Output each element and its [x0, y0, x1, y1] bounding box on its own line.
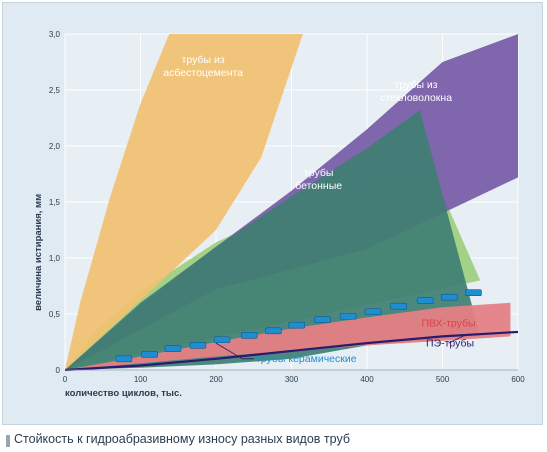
ceramic-pipe-marker [141, 351, 158, 358]
x-tick-label: 600 [511, 375, 525, 384]
ceramic-pipe-marker [314, 316, 331, 323]
label-asbestos-cement: асбестоцемента [163, 67, 243, 79]
ceramic-pipe-marker [390, 302, 408, 310]
y-tick-label: 0 [56, 366, 61, 375]
pe-pipe-line [64, 330, 519, 372]
x-tick-label: 500 [436, 375, 450, 384]
x-tick-label: 200 [209, 375, 223, 384]
ceramic-pipe-marker [164, 345, 182, 353]
y-tick-label: 3,0 [49, 30, 61, 39]
label-fiberglass: стекловолокна [380, 92, 452, 104]
y-tick-label: 1,5 [49, 198, 61, 207]
ceramic-pipe-marker [265, 327, 282, 335]
chart-svg: 0 100 200 300 400 500 600 0 0,5 1,0 1,5 2,0 2,5 3,0 тр… [33, 30, 525, 399]
x-tick-label: 400 [360, 375, 374, 384]
y-tick-label: 1,0 [49, 254, 61, 263]
label-fiberglass: трубы из [395, 79, 438, 91]
label-pe: ПЭ-трубы [426, 337, 474, 349]
y-tick-label: 2,0 [49, 142, 61, 151]
y-axis-title: величина истирания, мм [33, 194, 44, 311]
x-tick-label: 100 [134, 375, 148, 384]
ceramic-pipe-marker [240, 331, 258, 339]
ceramic-pipe-marker [288, 321, 306, 329]
ceramic-leader-line [215, 342, 254, 360]
ceramic-pipe-marker [440, 293, 458, 301]
band-asbestos-cement [65, 34, 303, 370]
band-concrete-dark [65, 110, 481, 370]
pe-leader-line [448, 334, 466, 344]
label-concrete: бетонные [295, 180, 342, 192]
x-tick-label: 0 [63, 375, 68, 384]
ceramic-pipe-marker [416, 297, 434, 304]
x-axis-title: количество циклов, тыс. [65, 388, 182, 399]
band-pvc [65, 302, 511, 370]
ceramic-pipe-marker [364, 308, 382, 316]
ceramic-pipe-marker [465, 289, 482, 297]
y-tick-label: 2,5 [49, 86, 61, 95]
label-pvc: ПВХ-трубы [422, 317, 476, 329]
ceramic-pipe-marker [339, 312, 357, 320]
label-asbestos-cement: трубы из [182, 54, 225, 66]
figure-caption: Стойкость к гидроабразивному износу разн… [14, 432, 351, 446]
ceramic-pipe-marker [115, 355, 133, 363]
chart-figure: 0 100 200 300 400 500 600 0 0,5 1,0 1,5 2,0 2,5 3,0 тр… [2, 2, 543, 425]
label-concrete: трубы [304, 167, 333, 179]
ceramic-pipe-marker [213, 336, 231, 344]
label-ceramic: трубы керамические [256, 353, 357, 365]
ceramic-pipe-marker [189, 342, 207, 349]
caption-marker [6, 435, 10, 447]
x-tick-label: 300 [285, 375, 299, 384]
y-tick-label: 0,5 [49, 310, 61, 319]
